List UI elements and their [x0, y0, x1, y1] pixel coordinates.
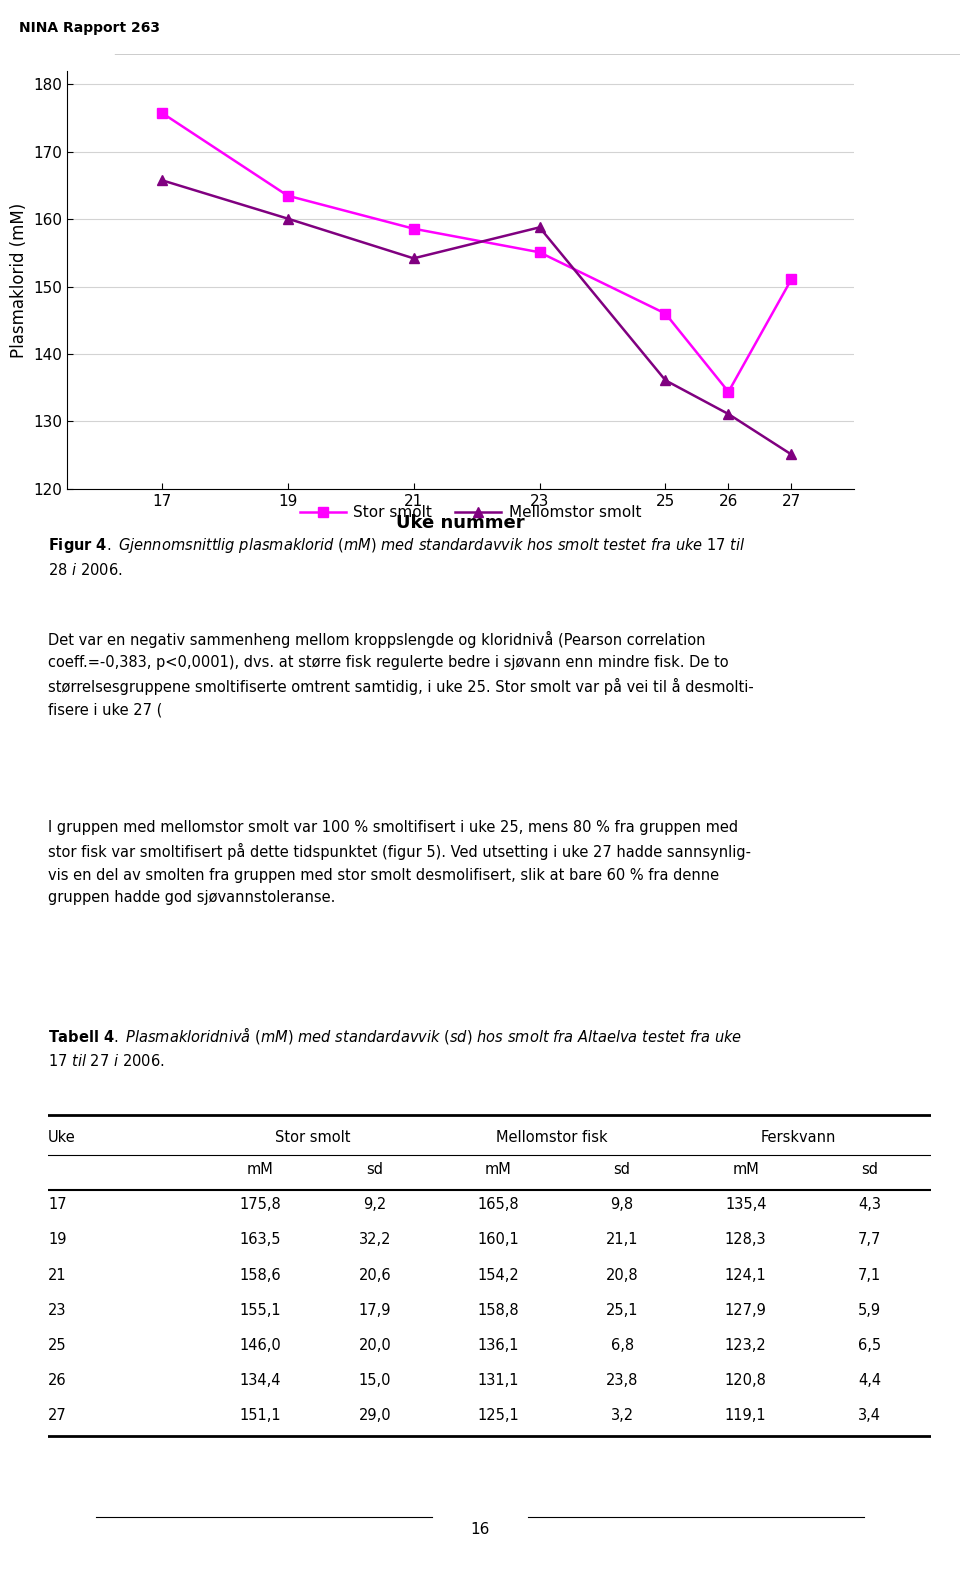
Text: 6,5: 6,5: [858, 1337, 881, 1353]
Text: 25: 25: [48, 1337, 66, 1353]
Text: Stor smolt: Stor smolt: [276, 1131, 350, 1145]
Text: 163,5: 163,5: [239, 1232, 280, 1247]
Mellomstor smolt: [723, 405, 734, 424]
Text: 151,1: 151,1: [239, 1408, 280, 1424]
Text: 20,6: 20,6: [358, 1268, 391, 1282]
Line: Stor smolt: Stor smolt: [156, 107, 796, 397]
Mellomstor smolt: [282, 210, 294, 229]
Text: 9,8: 9,8: [611, 1197, 634, 1213]
Mellomstor smolt: [785, 445, 797, 464]
Text: 21,1: 21,1: [606, 1232, 638, 1247]
Text: Det var en negativ sammenheng mellom kroppslengde og kloridnivå (Pearson correla: Det var en negativ sammenheng mellom kro…: [48, 631, 754, 718]
Text: Mellomstor fisk: Mellomstor fisk: [495, 1131, 608, 1145]
Text: 17: 17: [48, 1197, 66, 1213]
Text: sd: sd: [861, 1162, 877, 1176]
Text: 5,9: 5,9: [858, 1303, 881, 1318]
Text: 23,8: 23,8: [606, 1374, 638, 1388]
Stor smolt: [785, 270, 797, 289]
Stor smolt: [660, 304, 671, 323]
Text: mM: mM: [247, 1162, 274, 1176]
Mellomstor smolt: [660, 371, 671, 390]
Text: 29,0: 29,0: [358, 1408, 391, 1424]
Text: 7,1: 7,1: [857, 1268, 881, 1282]
Text: 124,1: 124,1: [725, 1268, 767, 1282]
Text: 16: 16: [470, 1522, 490, 1538]
Text: 123,2: 123,2: [725, 1337, 767, 1353]
Text: 146,0: 146,0: [239, 1337, 281, 1353]
Text: 17,9: 17,9: [358, 1303, 391, 1318]
Text: 158,6: 158,6: [239, 1268, 280, 1282]
Text: 23: 23: [48, 1303, 66, 1318]
Stor smolt: [723, 382, 734, 401]
Text: 15,0: 15,0: [358, 1374, 391, 1388]
Text: 158,8: 158,8: [478, 1303, 519, 1318]
Text: mM: mM: [732, 1162, 759, 1176]
Stor smolt: [408, 219, 420, 238]
Text: Uke: Uke: [48, 1131, 76, 1145]
Text: 135,4: 135,4: [725, 1197, 766, 1213]
Text: 165,8: 165,8: [478, 1197, 519, 1213]
Legend: Stor smolt, Mellomstor smolt: Stor smolt, Mellomstor smolt: [294, 498, 647, 527]
Text: 6,8: 6,8: [611, 1337, 634, 1353]
Text: 20,0: 20,0: [358, 1337, 391, 1353]
Text: sd: sd: [613, 1162, 631, 1176]
Text: 20,8: 20,8: [606, 1268, 638, 1282]
Text: 26: 26: [48, 1374, 66, 1388]
Mellomstor smolt: [156, 170, 167, 189]
Line: Mellomstor smolt: Mellomstor smolt: [156, 175, 796, 459]
Text: 25,1: 25,1: [606, 1303, 638, 1318]
Text: 136,1: 136,1: [478, 1337, 519, 1353]
X-axis label: Uke nummer: Uke nummer: [396, 514, 525, 533]
Text: $\bf{Figur\ 4}$$\it{.\ Gjennomsnittlig\ plasmaklorid\ (mM)\ med\ standardavvik\ : $\bf{Figur\ 4}$$\it{.\ Gjennomsnittlig\ …: [48, 536, 746, 577]
Text: 128,3: 128,3: [725, 1232, 766, 1247]
Text: 160,1: 160,1: [477, 1232, 519, 1247]
Mellomstor smolt: [408, 249, 420, 268]
Text: 125,1: 125,1: [477, 1408, 519, 1424]
Y-axis label: Plasmaklorid (mM): Plasmaklorid (mM): [10, 202, 28, 358]
Text: 21: 21: [48, 1268, 66, 1282]
Text: mM: mM: [485, 1162, 512, 1176]
Text: 119,1: 119,1: [725, 1408, 766, 1424]
Text: 131,1: 131,1: [478, 1374, 519, 1388]
Text: NINA Rapport 263: NINA Rapport 263: [19, 21, 160, 35]
Text: I gruppen med mellomstor smolt var 100 % smoltifisert i uke 25, mens 80 % fra gr: I gruppen med mellomstor smolt var 100 %…: [48, 820, 751, 905]
Text: $\bf{Tabell\ 4}$$\it{.\ Plasmakloridniv\aa\ (mM)\ med\ standardavvik\ (sd)\ hos\: $\bf{Tabell\ 4}$$\it{.\ Plasmakloridniv\…: [48, 1025, 742, 1069]
Text: Ferskvann: Ferskvann: [761, 1131, 836, 1145]
Text: 7,7: 7,7: [857, 1232, 881, 1247]
Text: 19: 19: [48, 1232, 66, 1247]
Text: 32,2: 32,2: [358, 1232, 391, 1247]
Stor smolt: [156, 104, 167, 123]
Text: 4,3: 4,3: [858, 1197, 881, 1213]
Text: 134,4: 134,4: [239, 1374, 280, 1388]
Text: 155,1: 155,1: [239, 1303, 280, 1318]
Text: 120,8: 120,8: [725, 1374, 767, 1388]
Text: 154,2: 154,2: [477, 1268, 519, 1282]
Mellomstor smolt: [534, 218, 545, 237]
Text: 4,4: 4,4: [858, 1374, 881, 1388]
Text: 27: 27: [48, 1408, 67, 1424]
Stor smolt: [282, 186, 294, 205]
Text: 9,2: 9,2: [363, 1197, 387, 1213]
Text: 127,9: 127,9: [725, 1303, 767, 1318]
Text: sd: sd: [367, 1162, 383, 1176]
Text: Det var en negativ sammenheng mellom kroppslengde og kloridnivå (Pearson correla: Det var en negativ sammenheng mellom kro…: [48, 631, 754, 718]
Text: 3,2: 3,2: [611, 1408, 634, 1424]
Text: 3,4: 3,4: [858, 1408, 881, 1424]
Stor smolt: [534, 243, 545, 262]
Text: 175,8: 175,8: [239, 1197, 281, 1213]
